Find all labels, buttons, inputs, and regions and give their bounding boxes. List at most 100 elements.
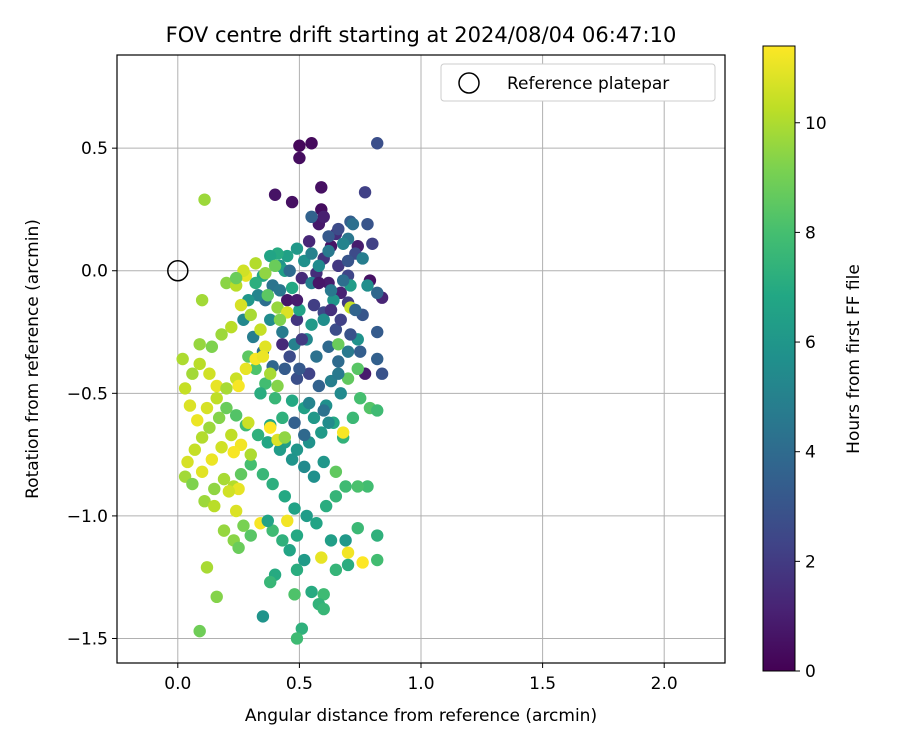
data-point: [305, 137, 318, 150]
data-point: [278, 362, 292, 376]
data-point: [193, 338, 206, 351]
x-axis-ticks: 0.0 0.5 1.0 1.5 2.0: [164, 663, 678, 694]
data-point: [356, 252, 369, 265]
data-point: [232, 379, 245, 393]
colorbar-tick-label: 2: [805, 552, 816, 572]
data-point: [319, 499, 333, 513]
data-point: [259, 266, 272, 280]
data-point: [264, 249, 277, 263]
data-point: [212, 411, 226, 425]
data-point: [290, 372, 304, 385]
colorbar-ticks: 0 2 4 6 8 10: [795, 114, 827, 682]
data-point: [361, 480, 374, 493]
data-point: [371, 352, 384, 366]
data-point: [229, 504, 243, 518]
data-point: [181, 455, 194, 469]
data-point: [220, 276, 233, 290]
legend-box: [440, 63, 716, 102]
data-point: [193, 624, 206, 638]
data-point: [336, 237, 350, 250]
data-point: [232, 482, 245, 496]
chart-title: FOV centre drift starting at 2024/08/04 …: [166, 23, 677, 47]
data-point: [290, 563, 304, 577]
data-point: [356, 556, 369, 569]
data-point: [288, 502, 301, 515]
data-point: [256, 610, 270, 623]
data-point: [329, 563, 343, 577]
data-point: [273, 284, 287, 297]
data-point: [371, 325, 384, 339]
legend-marker-icon: [458, 72, 480, 94]
data-point: [341, 558, 355, 572]
data-point: [295, 622, 309, 635]
data-point: [261, 436, 274, 449]
data-point: [220, 382, 233, 395]
data-point: [215, 441, 228, 454]
data-point: [339, 480, 352, 493]
data-point: [222, 485, 236, 498]
data-point: [256, 350, 270, 363]
data-point: [237, 519, 250, 532]
data-point: [293, 303, 306, 317]
data-point: [317, 588, 330, 601]
data-point: [283, 544, 296, 557]
data-point: [371, 404, 384, 417]
data-point: [276, 338, 289, 351]
data-point: [315, 181, 328, 194]
data-point: [317, 602, 330, 616]
x-tick-label: 1.5: [529, 674, 556, 694]
data-point: [336, 426, 350, 439]
data-point: [183, 399, 197, 412]
data-point: [281, 293, 294, 307]
data-point: [371, 553, 384, 567]
data-point: [266, 477, 279, 491]
data-point: [268, 188, 282, 201]
data-point: [261, 289, 274, 302]
data-point: [324, 284, 338, 297]
data-point: [281, 249, 294, 263]
data-point: [351, 521, 364, 535]
data-point: [266, 524, 279, 537]
data-point: [244, 308, 257, 322]
data-point: [225, 428, 238, 442]
data-point: [264, 367, 277, 380]
data-point: [278, 431, 292, 444]
data-point: [334, 313, 347, 326]
data-point: [371, 137, 384, 150]
data-point: [290, 529, 304, 542]
data-point: [332, 222, 345, 236]
colorbar-tick-label: 8: [805, 223, 816, 243]
colorbar-tick-label: 6: [805, 333, 816, 353]
data-point: [305, 247, 318, 260]
data-point: [290, 632, 304, 645]
data-point: [217, 524, 231, 537]
data-point: [305, 585, 318, 599]
data-point: [290, 443, 304, 456]
data-point: [358, 186, 372, 199]
x-tick-label: 1.0: [407, 674, 434, 694]
data-point: [285, 394, 299, 407]
data-point: [307, 411, 321, 425]
data-point: [249, 257, 262, 270]
data-point: [341, 254, 355, 268]
data-point: [341, 546, 355, 559]
data-point: [293, 139, 306, 152]
data-point: [210, 590, 223, 604]
data-point: [195, 293, 209, 307]
data-point: [188, 443, 202, 456]
data-point: [251, 289, 265, 302]
data-point: [298, 553, 311, 567]
data-point: [305, 210, 318, 224]
x-tick-label: 0.0: [164, 674, 191, 694]
data-point: [341, 345, 355, 358]
data-point: [324, 303, 338, 317]
data-point: [271, 301, 284, 314]
data-point: [346, 217, 360, 231]
data-point: [229, 409, 243, 422]
data-point: [256, 468, 270, 481]
data-point: [312, 379, 326, 393]
colorbar-tick-label: 10: [805, 114, 827, 134]
data-point: [264, 421, 277, 434]
data-point: [317, 313, 330, 326]
x-axis-label: Angular distance from reference (arcmin): [245, 706, 597, 726]
